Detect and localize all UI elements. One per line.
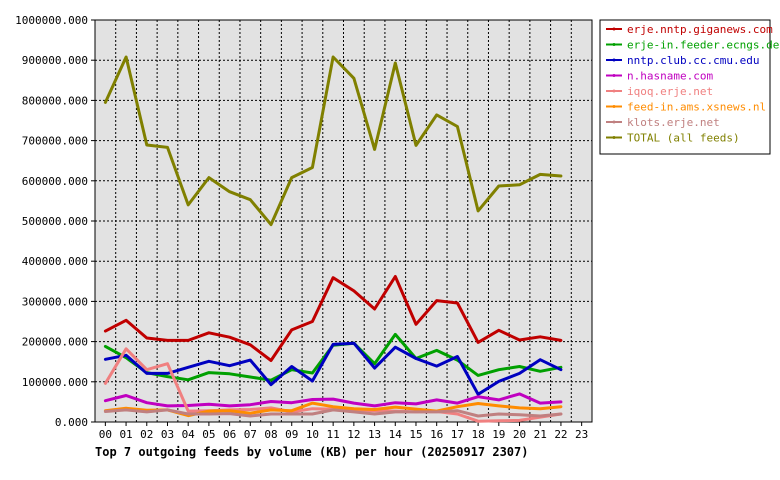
x-tick-label: 19: [492, 428, 505, 441]
x-tick-label: 07: [244, 428, 257, 441]
legend-marker: [612, 27, 616, 31]
legend-marker: [612, 43, 616, 46]
legend-box: [599, 19, 771, 155]
legend-marker: [612, 89, 616, 93]
series-line-3: [103, 341, 563, 396]
legend-label: feed-in.ams.xsnews.nl: [627, 101, 766, 114]
legend-marker: [612, 136, 616, 139]
series-lines: [103, 55, 563, 423]
y-tick-label: 100000.000: [22, 376, 88, 389]
y-tick-label: 1000000.000: [15, 14, 88, 27]
y-tick-label: 500000.000: [22, 215, 88, 228]
legend-marker: [612, 74, 616, 77]
legend-label: erje-in.feeder.ecngs.de: [627, 39, 779, 52]
x-tick-label: 03: [161, 428, 174, 441]
y-tick-label: 700000.000: [22, 135, 88, 148]
x-tick-label: 11: [327, 428, 340, 441]
x-tick-label: 10: [306, 428, 319, 441]
x-tick-label: 18: [471, 428, 484, 441]
x-tick-label: 14: [389, 428, 403, 441]
y-tick-label: 0.000: [55, 416, 88, 429]
x-tick-label: 17: [451, 428, 464, 441]
y-tick-label: 600000.000: [22, 175, 88, 188]
x-tick-label: 13: [368, 428, 381, 441]
x-tick-label: 12: [347, 428, 360, 441]
legend-marker: [612, 120, 616, 124]
y-tick-label: 400000.000: [22, 255, 88, 268]
legend-label: klots.erje.net: [627, 116, 720, 129]
axes: 0.000 100000.000 200000.000 300000.000 40000…: [15, 14, 593, 441]
x-tick-label: 08: [264, 428, 277, 441]
legend-label: erje.nntp.giganews.com: [627, 23, 773, 36]
x-tick-label: 15: [409, 428, 422, 441]
y-tick-label: 300000.000: [22, 295, 88, 308]
legend-label: iqoq.erje.net: [627, 85, 713, 98]
series-line-7: [103, 408, 563, 418]
x-tick-label: 21: [534, 428, 547, 441]
legend-marker: [612, 58, 616, 62]
x-tick-label: 22: [554, 428, 567, 441]
series-line-4: [103, 392, 563, 408]
x-tick-label: 09: [285, 428, 298, 441]
legend-label: TOTAL (all feeds): [627, 132, 740, 145]
x-tick-label: 04: [182, 428, 196, 441]
x-tick-label: 23: [575, 428, 588, 441]
legend-marker: [612, 105, 616, 108]
x-tick-label: 01: [119, 428, 132, 441]
series-line-1: [103, 275, 563, 362]
legend: erje.nntp.giganews.com erje-in.feeder.ecn…: [599, 19, 779, 155]
y-tick-label: 900000.000: [22, 54, 88, 67]
grid: [94, 19, 593, 423]
x-tick-label: 02: [140, 428, 153, 441]
x-tick-label: 05: [202, 428, 215, 441]
x-tick-label: 16: [430, 428, 443, 441]
series-line-8: [103, 55, 563, 227]
x-tick-label: 20: [513, 428, 526, 441]
legend-label: n.hasname.com: [627, 70, 713, 83]
x-tick-label: 06: [223, 428, 236, 441]
chart-title: Top 7 outgoing feeds by volume (KB) per …: [95, 445, 528, 459]
x-tick-label: 00: [99, 428, 112, 441]
y-tick-label: 800000.000: [22, 94, 88, 107]
y-tick-label: 200000.000: [22, 336, 88, 349]
legend-label: nntp.club.cc.cmu.edu: [627, 54, 759, 67]
